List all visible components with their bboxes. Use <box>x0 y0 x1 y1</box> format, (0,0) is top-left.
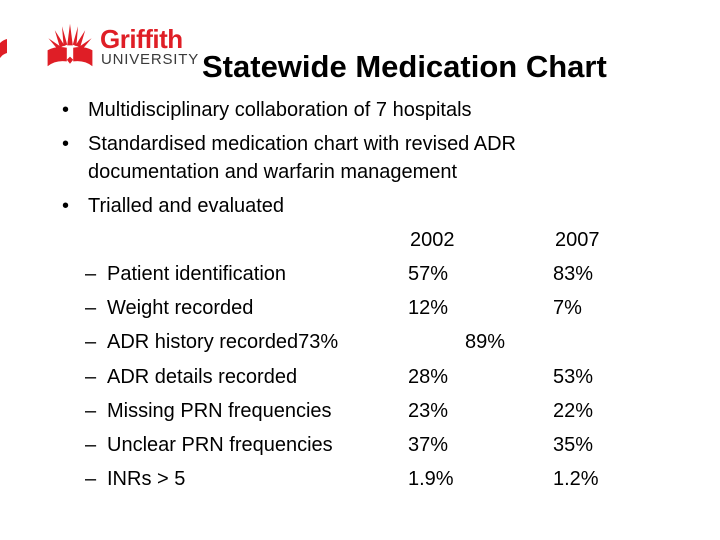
griffith-book-flame-icon <box>47 23 93 67</box>
table-row: – ADR details recorded 28% 53% <box>0 363 720 391</box>
table-row: – Patient identification 57% 83% <box>0 260 720 288</box>
value-2002: 12% <box>408 297 449 319</box>
griffith-university-logo: Griffith UNIVERSITY <box>0 15 260 85</box>
value-2007: 35% <box>553 434 594 456</box>
bullet-item: • Standardised medication chart with rev… <box>62 130 628 186</box>
bullet-list: • Multidisciplinary collaboration of 7 h… <box>62 96 622 226</box>
row-label: Unclear PRN frequencies <box>107 434 333 456</box>
value-2002: 57% <box>408 263 449 285</box>
table-row: – Missing PRN frequencies 23% 22% <box>0 397 720 425</box>
dash-icon: – <box>85 297 97 319</box>
table-row: – INRs > 5 1.9% 1.2% <box>0 465 720 493</box>
value-2007: 1.2% <box>553 468 599 490</box>
value-2002: 1.9% <box>408 468 454 490</box>
table-header-row: 2002 2007 <box>0 226 720 254</box>
dash-icon: – <box>85 434 97 456</box>
logo-subtext: UNIVERSITY <box>101 51 200 68</box>
logo-wordmark: Griffith <box>100 24 183 54</box>
value-2002: 28% <box>408 366 449 388</box>
value-2007: 22% <box>553 400 594 422</box>
logo-edge-fragment-icon <box>0 39 7 58</box>
row-label: Patient identification <box>107 263 287 285</box>
bullet-text: Trialled and evaluated <box>88 195 285 217</box>
col-header-2007: 2007 <box>555 229 600 251</box>
dash-icon: – <box>85 263 97 285</box>
value-2007: 53% <box>553 366 594 388</box>
table-row: – Weight recorded 12% 7% <box>0 294 720 322</box>
bullet-icon: • <box>62 99 70 121</box>
value-mid: 89% <box>465 331 506 353</box>
bullet-item: • Trialled and evaluated <box>62 192 628 220</box>
page-title: Statewide Medication Chart <box>202 49 607 84</box>
value-2007: 83% <box>553 263 594 285</box>
dash-icon: – <box>85 400 97 422</box>
value-2002: 37% <box>408 434 449 456</box>
bullet-icon: • <box>62 133 70 155</box>
bullet-item: • Multidisciplinary collaboration of 7 h… <box>62 96 628 124</box>
table-row: – Unclear PRN frequencies 37% 35% <box>0 431 720 459</box>
row-label: Missing PRN frequencies <box>107 400 332 422</box>
row-label: Weight recorded <box>107 297 254 319</box>
value-2002: 23% <box>408 400 449 422</box>
row-label: INRs > 5 <box>107 468 186 490</box>
row-label: ADR history recorded73% <box>107 331 339 353</box>
dash-icon: – <box>85 331 97 353</box>
dash-icon: – <box>85 468 97 490</box>
bullet-text: Standardised medication chart with revis… <box>88 133 516 183</box>
value-2007: 7% <box>553 297 582 319</box>
bullet-icon: • <box>62 195 70 217</box>
bullet-text: Multidisciplinary collaboration of 7 hos… <box>88 99 472 121</box>
col-header-2002: 2002 <box>410 229 455 251</box>
dash-icon: – <box>85 366 97 388</box>
table-row: – ADR history recorded73% 89% <box>0 328 720 356</box>
row-label: ADR details recorded <box>107 366 298 388</box>
